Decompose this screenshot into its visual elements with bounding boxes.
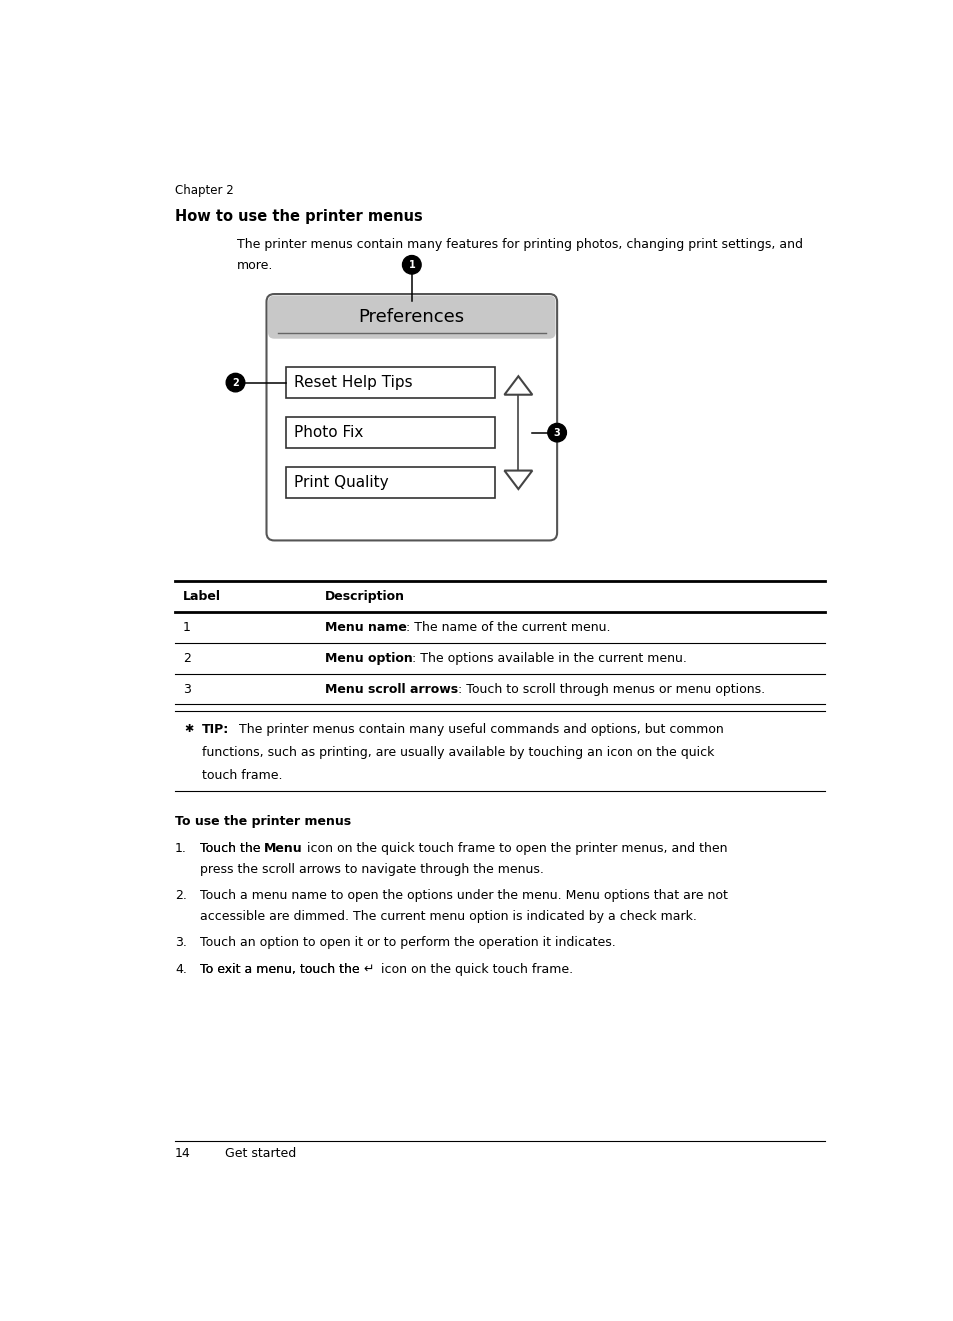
Text: Chapter 2: Chapter 2: [174, 184, 233, 197]
Circle shape: [226, 374, 245, 392]
Text: TIP:: TIP:: [202, 723, 229, 736]
FancyBboxPatch shape: [286, 468, 495, 498]
Text: Menu scroll arrows: Menu scroll arrows: [324, 683, 457, 696]
Text: 1.: 1.: [174, 843, 187, 855]
Text: Print Quality: Print Quality: [294, 476, 388, 490]
Text: more.: more.: [236, 259, 274, 272]
Text: 2: 2: [232, 378, 238, 387]
Text: 14: 14: [174, 1147, 191, 1160]
Text: Touch an option to open it or to perform the operation it indicates.: Touch an option to open it or to perform…: [199, 937, 615, 950]
Polygon shape: [504, 376, 532, 395]
FancyBboxPatch shape: [286, 417, 495, 448]
Text: accessible are dimmed. The current menu option is indicated by a check mark.: accessible are dimmed. The current menu …: [199, 910, 696, 922]
Text: press the scroll arrows to navigate through the menus.: press the scroll arrows to navigate thro…: [199, 863, 543, 876]
Text: 1: 1: [183, 621, 191, 634]
Text: touch frame.: touch frame.: [202, 769, 282, 782]
Text: Touch a menu name to open the options under the menu. Menu options that are not: Touch a menu name to open the options un…: [199, 889, 727, 902]
Text: 3: 3: [183, 683, 191, 696]
Text: icon on the quick touch frame.: icon on the quick touch frame.: [376, 963, 572, 976]
Text: The printer menus contain many useful commands and options, but common: The printer menus contain many useful co…: [231, 723, 722, 736]
Text: To exit a menu, touch the: To exit a menu, touch the: [199, 963, 363, 976]
Text: Preferences: Preferences: [358, 308, 464, 326]
Text: Menu name: Menu name: [324, 621, 406, 634]
Text: : The name of the current menu.: : The name of the current menu.: [406, 621, 610, 634]
Text: Description: Description: [324, 590, 404, 604]
Text: Touch the: Touch the: [199, 843, 264, 855]
FancyBboxPatch shape: [268, 296, 555, 338]
Text: To exit a menu, touch the: To exit a menu, touch the: [199, 963, 363, 976]
Text: 1: 1: [408, 260, 415, 269]
Text: Photo Fix: Photo Fix: [294, 425, 363, 440]
Text: Reset Help Tips: Reset Help Tips: [294, 375, 412, 390]
Text: Menu: Menu: [264, 843, 303, 855]
Text: : Touch to scroll through menus or menu options.: : Touch to scroll through menus or menu …: [457, 683, 764, 696]
Circle shape: [402, 255, 420, 273]
Text: Menu option: Menu option: [324, 651, 412, 664]
Text: 4.: 4.: [174, 963, 187, 976]
Text: To use the printer menus: To use the printer menus: [174, 815, 351, 828]
Text: icon on the quick touch frame to open the printer menus, and then: icon on the quick touch frame to open th…: [303, 843, 727, 855]
Text: 2: 2: [183, 651, 191, 664]
Text: ✱: ✱: [184, 724, 193, 734]
Text: ↵: ↵: [363, 963, 374, 976]
FancyBboxPatch shape: [286, 367, 495, 398]
Text: Touch the: Touch the: [199, 843, 264, 855]
Text: The printer menus contain many features for printing photos, changing print sett: The printer menus contain many features …: [236, 238, 802, 251]
Circle shape: [547, 424, 566, 443]
Text: How to use the printer menus: How to use the printer menus: [174, 209, 422, 225]
Text: : The options available in the current menu.: : The options available in the current m…: [412, 651, 686, 664]
FancyBboxPatch shape: [266, 295, 557, 540]
Text: functions, such as printing, are usually available by touching an icon on the qu: functions, such as printing, are usually…: [202, 745, 714, 758]
Text: Label: Label: [183, 590, 220, 604]
Text: 3.: 3.: [174, 937, 187, 950]
Text: Get started: Get started: [225, 1147, 296, 1160]
Text: 3: 3: [553, 428, 560, 437]
Text: 2.: 2.: [174, 889, 187, 902]
Polygon shape: [504, 470, 532, 489]
